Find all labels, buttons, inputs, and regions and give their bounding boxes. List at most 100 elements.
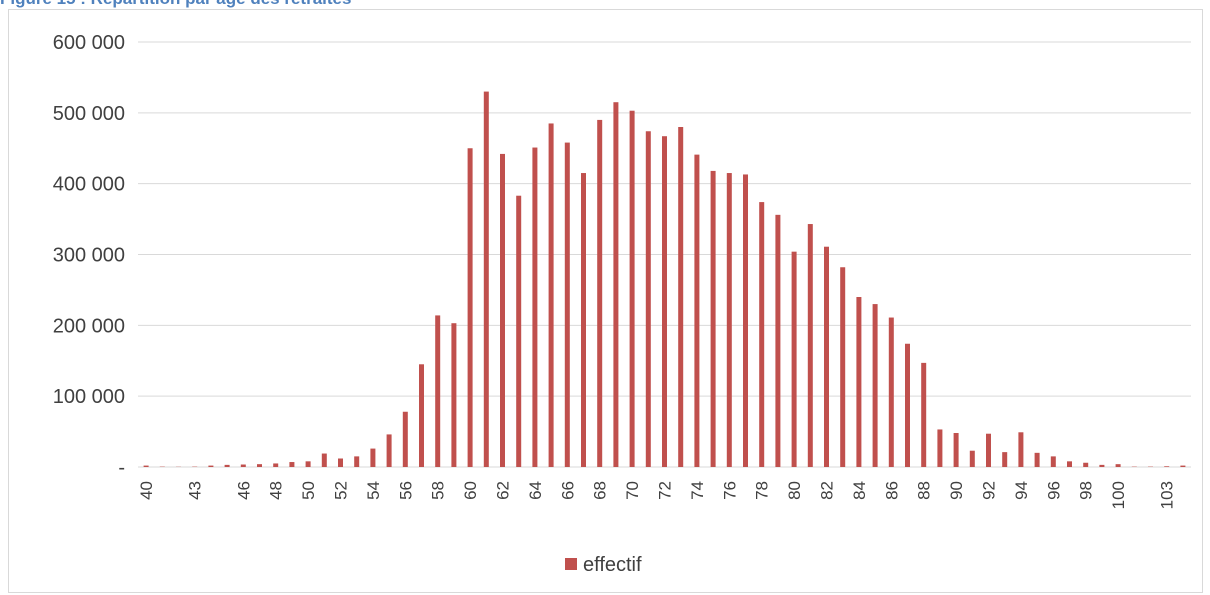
figure-title: Figure 15 : Répartition par âge des retr… bbox=[0, 0, 351, 9]
bar-67 bbox=[581, 173, 586, 467]
bar-60 bbox=[467, 148, 473, 467]
bar-96 bbox=[1050, 456, 1056, 467]
bar-77 bbox=[743, 174, 748, 468]
x-tick-label: 56 bbox=[396, 481, 415, 500]
chart-area: - 100 000 200 000 300 000 400 000 500 000 600 … bbox=[8, 9, 1203, 593]
bar-86 bbox=[888, 317, 894, 467]
x-tick-label: 60 bbox=[461, 481, 480, 500]
bar-40 bbox=[143, 465, 149, 467]
bar-74 bbox=[694, 154, 700, 467]
bar-50 bbox=[305, 461, 311, 467]
bar-55 bbox=[386, 434, 392, 467]
bar-103 bbox=[1164, 466, 1170, 467]
bar-57 bbox=[419, 364, 424, 467]
legend-label: effectif bbox=[583, 554, 642, 576]
x-tick-label: 78 bbox=[753, 481, 772, 500]
bar-59 bbox=[451, 323, 457, 467]
x-tick-label: 96 bbox=[1044, 481, 1063, 500]
x-tick-label: 94 bbox=[1012, 481, 1031, 500]
x-axis-ticks: 40 43 46 48 50 52 54 56 58 60 62 64 66 68 70 72 74 76 78 80… bbox=[137, 481, 1177, 509]
bar-84 bbox=[856, 297, 862, 467]
legend: effectif bbox=[565, 554, 642, 576]
bar-98 bbox=[1083, 462, 1089, 467]
bar-82 bbox=[824, 246, 829, 467]
bars bbox=[143, 91, 1186, 468]
bar-49 bbox=[289, 462, 295, 467]
x-tick-label: 64 bbox=[526, 481, 545, 500]
bar-47 bbox=[257, 464, 262, 467]
x-tick-label: 54 bbox=[364, 481, 383, 500]
x-tick-label: 100 bbox=[1109, 481, 1128, 509]
x-tick-label: 43 bbox=[186, 481, 205, 500]
x-tick-label: 52 bbox=[332, 481, 351, 500]
x-tick-label: 58 bbox=[429, 481, 448, 500]
y-tick-label: 200 000 bbox=[53, 315, 125, 337]
bar-44 bbox=[208, 465, 214, 467]
y-tick-label: 600 000 bbox=[53, 32, 125, 54]
x-tick-label: 66 bbox=[558, 481, 577, 500]
x-tick-label: 46 bbox=[234, 481, 253, 500]
bar-64 bbox=[532, 147, 538, 467]
bar-97 bbox=[1067, 461, 1072, 467]
x-tick-label: 50 bbox=[299, 481, 318, 500]
x-tick-label: 40 bbox=[137, 481, 156, 500]
y-axis-ticks: - 100 000 200 000 300 000 400 000 500 000 600 … bbox=[53, 32, 125, 479]
x-tick-label: 88 bbox=[915, 481, 934, 500]
bar-75 bbox=[710, 170, 716, 467]
bar-70 bbox=[629, 110, 635, 467]
legend-swatch bbox=[565, 558, 577, 570]
bar-93 bbox=[1002, 452, 1008, 467]
bar-104 bbox=[1180, 465, 1186, 467]
bar-66 bbox=[564, 142, 570, 468]
bar-51 bbox=[321, 453, 327, 467]
bar-56 bbox=[402, 411, 408, 467]
bar-87 bbox=[905, 343, 910, 467]
x-tick-label: 82 bbox=[818, 481, 837, 500]
bar-80 bbox=[791, 251, 797, 467]
x-tick-label: 48 bbox=[267, 481, 286, 500]
bar-62 bbox=[500, 153, 505, 467]
y-tick-label: 300 000 bbox=[53, 245, 125, 267]
bar-99 bbox=[1099, 464, 1105, 467]
bar-48 bbox=[273, 463, 279, 467]
bar-71 bbox=[645, 131, 651, 467]
x-tick-label: 84 bbox=[850, 481, 869, 500]
x-tick-label: 90 bbox=[947, 481, 966, 500]
x-tick-label: 92 bbox=[980, 481, 999, 500]
bar-91 bbox=[969, 450, 975, 467]
bar-81 bbox=[807, 224, 813, 467]
x-tick-label: 62 bbox=[494, 481, 513, 500]
bar-65 bbox=[548, 123, 554, 467]
bar-54 bbox=[370, 448, 376, 467]
x-tick-label: 68 bbox=[591, 481, 610, 500]
bar-72 bbox=[662, 136, 667, 467]
bar-79 bbox=[775, 214, 781, 467]
x-tick-label: 76 bbox=[720, 481, 739, 500]
x-tick-label: 98 bbox=[1077, 481, 1096, 500]
x-tick-label: 86 bbox=[882, 481, 901, 500]
y-tick-label: 100 000 bbox=[53, 386, 125, 408]
bar-78 bbox=[759, 202, 765, 468]
bar-85 bbox=[872, 304, 878, 467]
bar-90 bbox=[953, 433, 959, 467]
y-tick-label: 500 000 bbox=[53, 103, 125, 125]
bar-100 bbox=[1115, 464, 1121, 467]
bar-89 bbox=[937, 429, 943, 467]
y-tick-label: 400 000 bbox=[53, 174, 125, 196]
bar-63 bbox=[516, 195, 522, 468]
bar-61 bbox=[483, 91, 489, 467]
bar-69 bbox=[613, 102, 619, 467]
x-tick-label: 74 bbox=[688, 481, 707, 500]
bar-94 bbox=[1018, 432, 1024, 467]
x-tick-label: 103 bbox=[1158, 481, 1177, 509]
y-tick-label: - bbox=[118, 457, 125, 479]
bar-52 bbox=[338, 458, 343, 467]
bar-53 bbox=[354, 456, 360, 467]
bar-58 bbox=[435, 315, 441, 467]
bar-95 bbox=[1034, 452, 1040, 467]
bar-73 bbox=[678, 127, 684, 467]
bar-45 bbox=[224, 464, 230, 467]
bar-83 bbox=[840, 267, 846, 467]
bar-chart: - 100 000 200 000 300 000 400 000 500 000 600 … bbox=[53, 32, 1191, 576]
bar-46 bbox=[240, 464, 246, 467]
